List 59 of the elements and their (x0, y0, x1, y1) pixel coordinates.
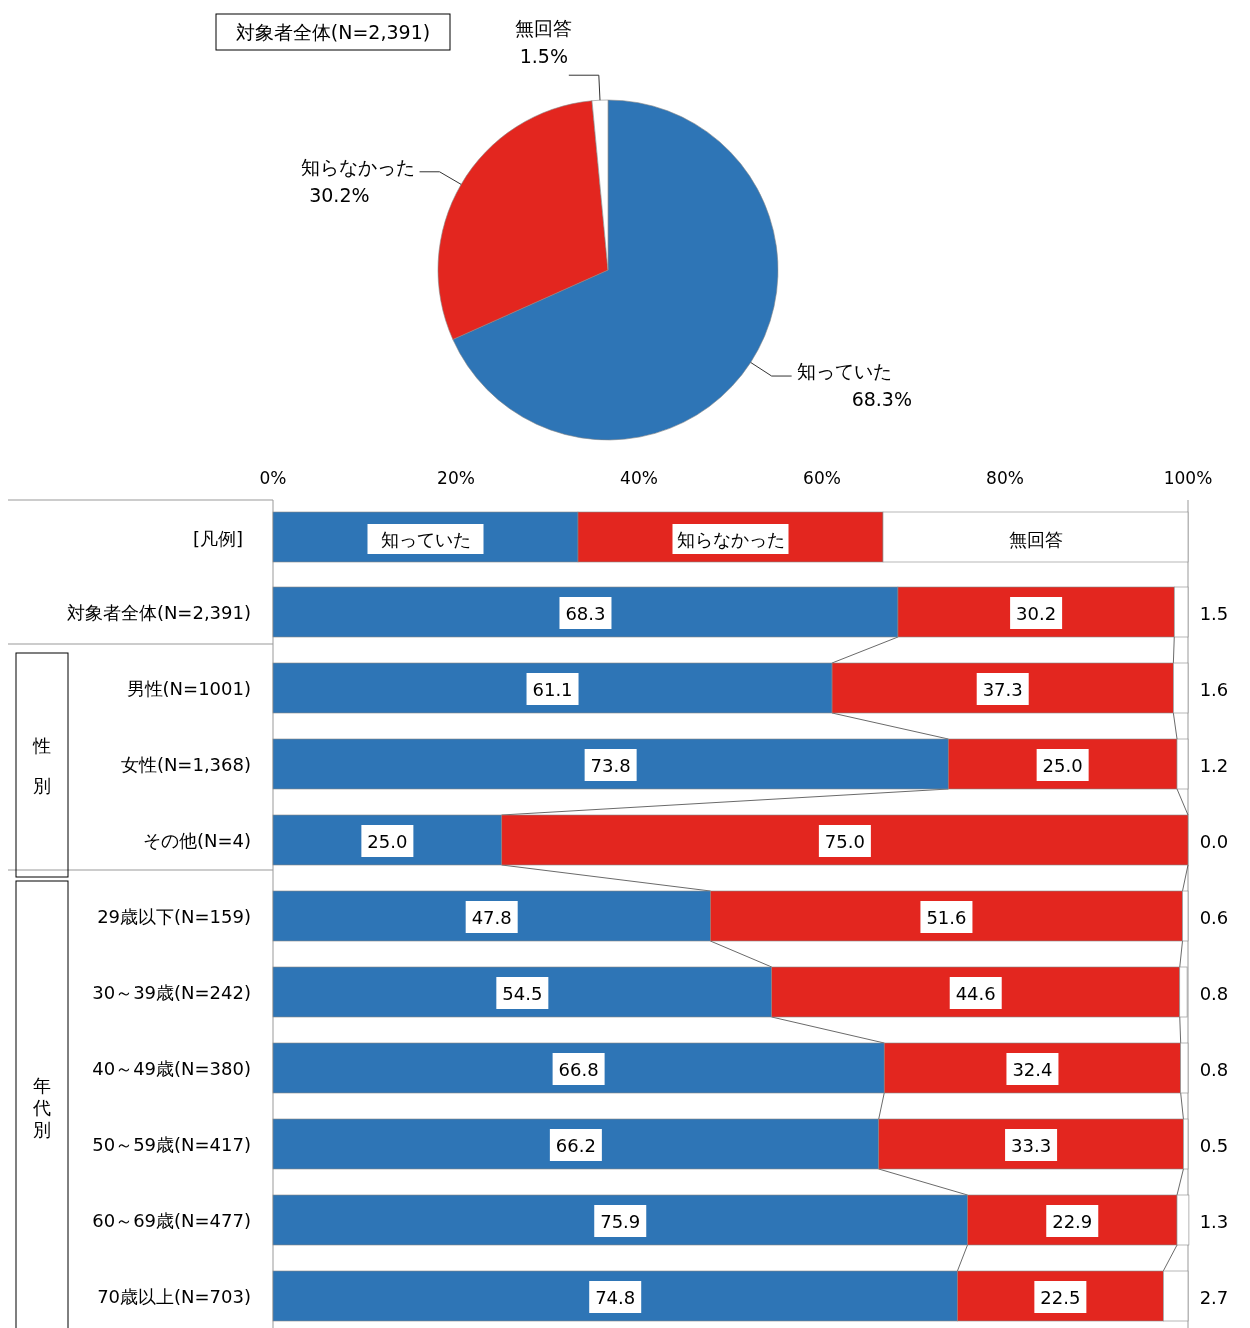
data-label: 1.5 (1199, 603, 1229, 624)
data-label: 25.0 (367, 831, 408, 852)
text: 知らなかった (676, 529, 785, 550)
data-label: 66.8 (558, 1059, 599, 1080)
data-label: 0.6 (1199, 907, 1229, 928)
data-label: 33.3 (1011, 1135, 1052, 1156)
data-label: 44.6 (955, 983, 996, 1004)
data-label: 1.6 (1199, 679, 1229, 700)
data-label: 73.8 (590, 755, 631, 776)
data-label: 75.0 (824, 831, 865, 852)
data-label: 0.5 (1199, 1135, 1229, 1156)
data-label: 2.7 (1199, 1287, 1229, 1308)
x-tick-label: 60% (803, 468, 841, 488)
legend-title: [凡例] (192, 528, 243, 549)
data-label: 54.5 (502, 983, 543, 1004)
data-label: 1.2 (1199, 755, 1229, 776)
data-label: 47.8 (471, 907, 512, 928)
y-tick-label: 男性(N=1001) (126, 678, 251, 699)
data-label: 30.2% (309, 183, 370, 206)
data-label: 68.3 (565, 603, 606, 624)
x-tick-label: 80% (986, 468, 1024, 488)
data-label: 22.5 (1040, 1287, 1081, 1308)
data-label: 74.8 (595, 1287, 636, 1308)
y-tick-label: 40～49歳(N=380) (92, 1058, 251, 1079)
x-tick-label: 0% (259, 468, 287, 488)
slice-label: 知っていた (796, 360, 892, 383)
y-tick-label: 60～69歳(N=477) (92, 1210, 251, 1231)
data-label: 0.8 (1199, 1059, 1229, 1080)
data-label: 61.1 (532, 679, 573, 700)
y-tick-label: 70歳以上(N=703) (97, 1286, 251, 1307)
slice-label: 無回答 (515, 17, 573, 40)
x-tick-label: 100% (1163, 468, 1213, 488)
data-label: 1.3 (1199, 1211, 1229, 1232)
text: 知っていた (380, 529, 471, 550)
x-tick-label: 20% (437, 468, 475, 488)
data-label: 37.3 (982, 679, 1023, 700)
data-label: 0.8 (1199, 983, 1229, 1004)
text: 年代別 (32, 1075, 51, 1140)
data-label: 30.2 (1016, 603, 1057, 624)
data-label: 0.0 (1199, 831, 1229, 852)
x-tick-label: 40% (620, 468, 658, 488)
y-tick-label: その他(N=4) (142, 830, 251, 851)
y-tick-label: 対象者全体(N=2,391) (66, 602, 251, 623)
y-tick-label: 女性(N=1,368) (120, 754, 251, 775)
data-label: 22.9 (1052, 1211, 1093, 1232)
y-tick-label: 50～59歳(N=417) (92, 1134, 251, 1155)
slice-label: 知らなかった (300, 155, 415, 178)
chart-title: 対象者全体(N=2,391) (235, 21, 431, 43)
data-label: 25.0 (1042, 755, 1083, 776)
data-label: 1.5% (519, 45, 568, 68)
data-label: 68.3% (851, 388, 913, 411)
text: 無回答 (1008, 529, 1063, 550)
data-label: 66.2 (555, 1135, 596, 1156)
data-label: 75.9 (600, 1211, 641, 1232)
y-tick-label: 30～39歳(N=242) (92, 982, 251, 1003)
data-label: 51.6 (926, 907, 967, 928)
data-label: 32.4 (1012, 1059, 1053, 1080)
y-tick-label: 29歳以下(N=159) (97, 906, 251, 927)
text: 性別 (32, 735, 51, 796)
